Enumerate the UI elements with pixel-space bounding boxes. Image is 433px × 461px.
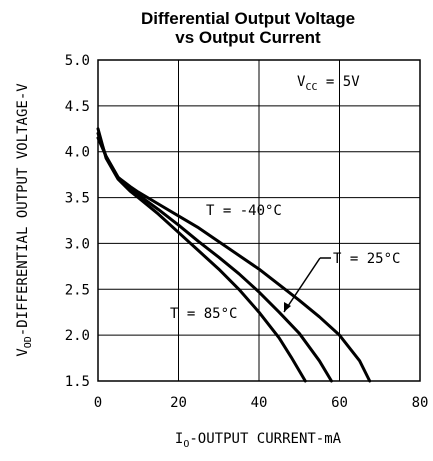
x-tick-label: 40 bbox=[251, 395, 268, 411]
y-tick-label: 3.0 bbox=[65, 236, 90, 252]
condition-rest: = 5V bbox=[317, 74, 360, 90]
annotation-arrowhead-25c bbox=[284, 302, 291, 312]
condition-main: V bbox=[297, 74, 306, 90]
x-tick-label: 80 bbox=[412, 395, 429, 411]
y-axis-label-main: V bbox=[15, 348, 31, 357]
annotation-label-85c: T = 85°C bbox=[170, 306, 237, 322]
chart-title-line1: Differential Output Voltage bbox=[141, 9, 355, 28]
series-line-0 bbox=[96, 136, 372, 383]
x-axis-label-rest: -OUTPUT CURRENT-mA bbox=[189, 431, 341, 447]
y-tick-label: 1.5 bbox=[65, 374, 90, 390]
y-tick-label: 2.0 bbox=[65, 328, 90, 344]
annotation-label-25c: T = 25°C bbox=[333, 251, 400, 267]
x-axis-label-main: I bbox=[175, 431, 183, 447]
grid bbox=[97, 59, 421, 382]
y-tick-label: 4.5 bbox=[65, 99, 90, 115]
series-lines bbox=[96, 127, 372, 383]
y-axis-label-rest: -DIFFERENTIAL OUTPUT VOLTAGE-V bbox=[15, 83, 31, 336]
annotation-label-neg40c: T = -40°C bbox=[206, 203, 282, 219]
plot-frame bbox=[97, 59, 421, 382]
series-line-2 bbox=[96, 127, 307, 383]
y-tick-label: 3.5 bbox=[65, 191, 90, 207]
y-tick-label: 5.0 bbox=[65, 53, 90, 69]
x-axis-label-sub: O bbox=[183, 439, 189, 450]
condition-label: VCC = 5V bbox=[297, 74, 360, 93]
x-tick-label: 60 bbox=[331, 395, 348, 411]
x-tick-label: 0 bbox=[94, 395, 102, 411]
annotation-leader-25c bbox=[283, 257, 321, 313]
condition-sub: CC bbox=[305, 82, 317, 93]
y-axis-label-sub: OD bbox=[23, 336, 34, 348]
y-tick-label: 2.5 bbox=[65, 282, 90, 298]
y-axis-label: VOD-DIFFERENTIAL OUTPUT VOLTAGE-V bbox=[15, 83, 34, 357]
annotations: T = -40°C T = 25°C T = 85°C bbox=[170, 203, 400, 322]
x-tick-label: 20 bbox=[170, 395, 187, 411]
y-tick-label: 4.0 bbox=[65, 145, 90, 161]
chart-title-line2: vs Output Current bbox=[175, 28, 321, 47]
tick-labels: 0 20 40 60 80 1.5 2.0 2.5 3.0 3.5 4.0 4.5 5.0 bbox=[65, 53, 429, 411]
series-line-1 bbox=[96, 131, 333, 383]
x-axis-label: IO-OUTPUT CURRENT-mA bbox=[175, 431, 342, 450]
